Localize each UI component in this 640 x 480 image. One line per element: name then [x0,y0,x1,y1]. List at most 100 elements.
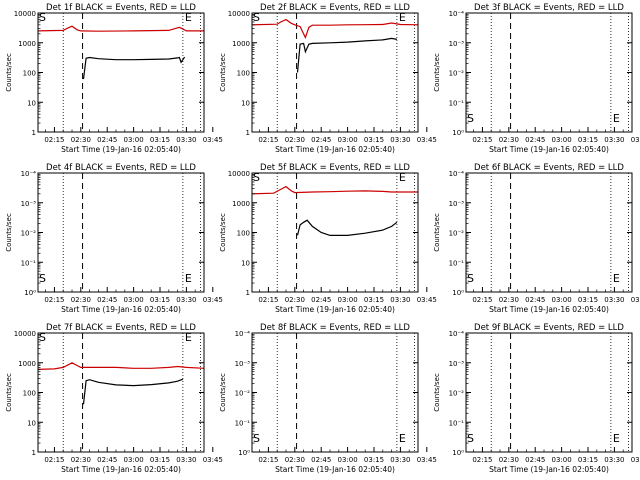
series-lld-line [251,18,419,40]
x-tick-label: 03:15 [150,136,170,144]
panel-title: Det 1f BLACK = Events, RED = LLD [46,3,196,13]
end-marker-e: E [185,331,192,344]
x-tick-label: 03:45 [631,456,640,464]
plot-frame [465,172,633,293]
x-tick-label: 02:45 [525,296,545,304]
x-tick-label: 02:30 [71,136,91,144]
x-tick-label: 02:30 [71,296,91,304]
x-tick-label: 02:30 [499,136,519,144]
y-tick-label: 10⁻¹ [235,419,251,427]
x-tick-label: 03:45 [631,136,640,144]
y-tick-label: 10000 [14,330,36,338]
y-tick-label: 10⁻³ [449,200,465,208]
x-tick-label: 03:30 [604,456,624,464]
x-axis-title: Start Time (19-Jan-16 02:05:40) [61,465,181,474]
series-lld-line [37,25,204,32]
y-tick-label: 10⁻⁴ [449,170,465,178]
end-marker-e: E [185,272,192,285]
x-tick-label: 02:45 [311,456,331,464]
panel-det-9f: Det 9f BLACK = Events, RED = LLD 10⁰ 10⁻¹ 1… [433,323,640,474]
x-tick-label: 02:15 [44,136,64,144]
y-axis-title: Counts/sec [433,213,441,252]
x-axis-title: Start Time (19-Jan-16 02:05:40) [275,145,395,154]
x-tick-label: 03:15 [364,296,384,304]
y-tick-label: 10⁻³ [449,360,465,368]
x-tick-label: 03:45 [631,296,640,304]
x-tick-label: 02:30 [285,136,305,144]
x-tick-label: 03:45 [417,296,437,304]
y-axis-title: Counts/sec [433,373,441,412]
start-marker-s: S [467,272,474,285]
y-tick-label: 10⁰ [452,129,464,137]
panel-det-7f: Det 7f BLACK = Events, RED = LLD 1 10 100 10… [5,323,223,474]
y-tick-label: 10⁻³ [235,360,251,368]
y-tick-label: 10⁻¹ [449,99,465,107]
start-marker-s: S [467,112,474,125]
panel-title: Det 7f BLACK = Events, RED = LLD [46,323,196,333]
series-lld-line [251,185,418,195]
y-axis-title: Counts/sec [5,53,13,92]
y-tick-label: 10⁻¹ [449,259,465,267]
y-tick-label: 10⁰ [238,449,250,457]
end-marker-e: E [613,112,620,125]
y-tick-label: 10⁻⁴ [449,10,465,18]
end-marker-e: E [613,432,620,445]
x-tick-label: 02:15 [472,456,492,464]
plot-frame [465,332,633,453]
x-tick-label: 03:00 [124,136,144,144]
y-tick-label: 10⁻¹ [21,259,37,267]
y-axis-title: Counts/sec [219,213,227,252]
y-tick-label: 10000 [14,10,36,18]
y-tick-label: 10⁻² [21,230,37,238]
panel-title: Det 2f BLACK = Events, RED = LLD [260,3,410,13]
end-marker-e: E [185,11,192,24]
x-tick-label: 02:45 [97,456,117,464]
y-tick-label: 1000 [232,200,250,208]
y-tick-label: 1 [32,129,36,137]
x-tick-label: 03:15 [578,296,598,304]
series-events-line [82,378,184,405]
y-tick-label: 100 [237,70,250,78]
y-tick-label: 10⁻² [449,390,465,398]
x-tick-label: 02:30 [285,456,305,464]
x-tick-label: 03:15 [578,456,598,464]
y-tick-label: 10⁻⁴ [235,330,251,338]
x-tick-label: 03:15 [150,456,170,464]
x-tick-label: 03:00 [124,296,144,304]
x-axis-title: Start Time (19-Jan-16 02:05:40) [489,305,609,314]
start-marker-s: S [39,331,46,344]
x-tick-label: 03:30 [604,296,624,304]
panel-det-4f: Det 4f BLACK = Events, RED = LLD 10⁰ 10⁻¹ 1… [5,163,223,314]
y-tick-label: 10000 [228,170,250,178]
x-tick-label: 03:45 [203,136,223,144]
x-tick-label: 03:00 [338,296,358,304]
x-tick-label: 03:00 [552,456,572,464]
y-tick-label: 10000 [228,10,250,18]
end-marker-e: E [613,272,620,285]
series-events-line [296,219,398,236]
x-tick-label: 03:00 [338,136,358,144]
plot-frame [37,172,205,293]
x-tick-label: 02:30 [71,456,91,464]
x-tick-label: 03:15 [150,296,170,304]
x-tick-label: 02:15 [44,296,64,304]
x-axis-title: Start Time (19-Jan-16 02:05:40) [489,145,609,154]
x-axis-title: Start Time (19-Jan-16 02:05:40) [61,145,181,154]
y-tick-label: 100 [237,230,250,238]
x-tick-label: 02:30 [499,296,519,304]
x-tick-label: 03:45 [417,136,437,144]
end-marker-e: E [399,432,406,445]
x-tick-label: 02:15 [258,296,278,304]
x-tick-label: 02:15 [258,456,278,464]
x-tick-label: 03:15 [578,136,598,144]
y-axis-title: Counts/sec [5,373,13,412]
x-tick-label: 03:30 [176,296,196,304]
end-marker-e: E [399,171,406,184]
x-tick-label: 03:30 [604,136,624,144]
y-tick-label: 10⁻⁴ [21,170,37,178]
x-tick-label: 03:00 [124,456,144,464]
panel-title: Det 4f BLACK = Events, RED = LLD [46,163,196,173]
x-tick-label: 03:00 [338,456,358,464]
panel-det-5f: Det 5f BLACK = Events, RED = LLD 1 10 100 10… [219,163,437,314]
x-tick-label: 03:00 [552,296,572,304]
